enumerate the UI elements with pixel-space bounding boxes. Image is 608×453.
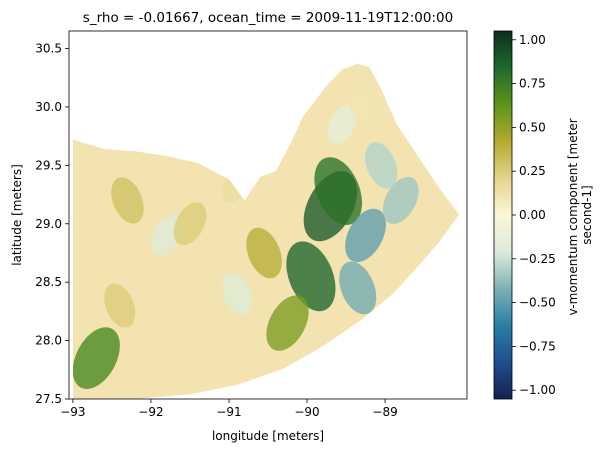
y-tick-label: 28.0 [35,334,62,348]
field-feature [339,261,377,315]
field-feature [104,283,136,328]
field-feature [266,295,309,351]
y-axis: 27.5 28.0 28.5 29.0 29.5 30.0 30.5 [35,42,69,406]
field-feature [246,227,282,279]
colorbar-tick-label: 0.25 [519,164,546,178]
field-feature [345,208,386,263]
x-tick-label: −93 [60,405,85,419]
field-feature [348,88,375,126]
x-tick-label: −92 [138,405,163,419]
y-tick-label: 30.0 [35,100,62,114]
y-tick-label: 29.0 [35,217,62,231]
colorbar-tick-label: −1.00 [519,383,556,397]
y-tick-label: 27.5 [35,392,62,406]
field-feature [222,272,252,315]
field-feature [150,215,183,256]
field-feature [111,177,144,224]
colorbar-tick-label: 0.75 [519,77,546,91]
field-feature [286,241,336,312]
colorbar-tick-label: −0.50 [519,296,556,310]
x-axis-label: longitude [meters] [212,429,324,443]
field-feature [173,202,207,246]
colorbar-gradient [493,30,513,400]
colorbar-tick-label: 0.00 [519,208,546,222]
field-feature [382,176,419,224]
colorbar-tick-label: −0.25 [519,252,556,266]
field-feature [327,105,357,144]
colorbar-tick-label: −0.75 [519,339,556,353]
y-tick-label: 28.5 [35,275,62,289]
colorbar-label-line-2: second-1] [580,185,594,244]
x-axis: −93 −92 −91 −90 −89 [60,399,398,419]
colorbar: −1.00 −0.75 −0.50 −0.25 0.00 0.25 0.50 0.75 1.00… [493,30,594,400]
colorbar-tick-label: 1.00 [519,33,546,47]
colorbar-label: v-momentum component [meter second-1] [566,115,594,316]
x-tick-label: −90 [294,405,319,419]
field-feature [314,157,363,225]
plot-frame [68,30,468,400]
y-tick-label: 30.5 [35,42,62,56]
plot-area [68,30,468,400]
field-feature [72,327,120,389]
y-axis-label: latitude [meters] [10,164,24,266]
colorbar-label-line-1: v-momentum component [meter [566,118,580,315]
chart-title: s_rho = -0.01667, ocean_time = 2009-11-1… [83,10,453,26]
y-tick-label: 29.5 [35,158,62,172]
x-tick-label: −89 [372,405,397,419]
field-feature [364,142,398,189]
x-tick-label: −91 [216,405,241,419]
colorbar-tick-label: 0.50 [519,120,546,134]
